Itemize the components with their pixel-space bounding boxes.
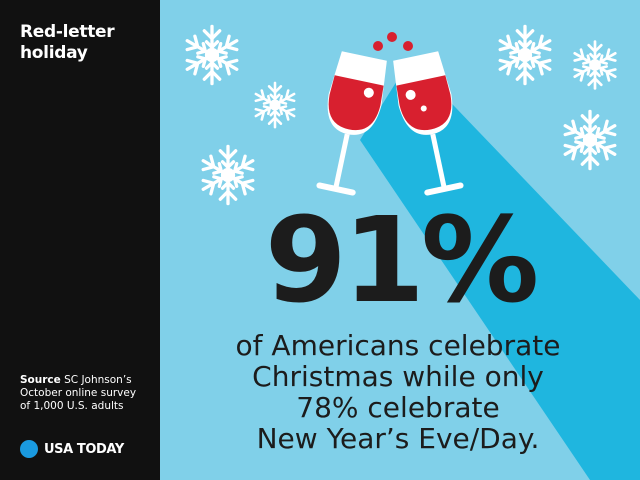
- body-line: 78% celebrate: [296, 391, 500, 424]
- title: Red-letter holiday: [20, 22, 115, 63]
- source-text: SC Johnson’s October online survey of 1,…: [20, 374, 137, 412]
- body-line: of Americans celebrate: [235, 329, 561, 362]
- main-panel: 91% of Americans celebrate Christmas whil…: [160, 0, 640, 480]
- headline: 91%: [264, 191, 539, 329]
- sidebar: Red-letter holiday Source SC Johnson’s O…: [0, 0, 160, 480]
- shadow: [360, 60, 640, 480]
- body-line: New Year’s Eve/Day.: [256, 422, 540, 455]
- source-label: Source: [20, 374, 61, 386]
- logo-text: USA TODAY: [44, 441, 124, 457]
- logo: USA TODAY: [20, 440, 124, 458]
- snowflake: [183, 26, 240, 83]
- logo-dot: [20, 440, 38, 458]
- body-line: Christmas while only: [252, 360, 544, 393]
- snowflake: [253, 83, 297, 127]
- source: Source SC Johnson’s October online surve…: [20, 374, 145, 413]
- snowflake: [572, 42, 619, 89]
- glasses: [316, 32, 464, 196]
- body-text: of Americans celebrate Christmas while on…: [160, 330, 636, 454]
- snowflake: [561, 111, 618, 168]
- illustration: [160, 0, 640, 480]
- snowflake: [496, 26, 553, 83]
